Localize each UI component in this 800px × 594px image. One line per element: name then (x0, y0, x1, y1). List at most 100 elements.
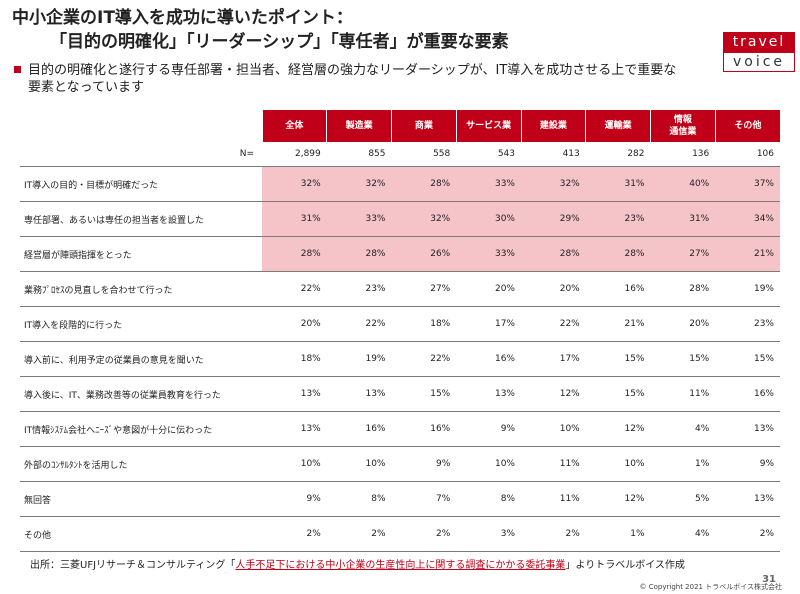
cell-value: 13% (715, 481, 780, 517)
sample-size-value: 2,899 (262, 142, 327, 167)
cell-value: 27% (650, 236, 716, 272)
sample-size-label: N= (20, 142, 262, 167)
cell-value: 2% (326, 516, 392, 552)
column-header: 建設業 (520, 110, 586, 142)
cell-value: 27% (391, 271, 457, 307)
cell-value: 11% (521, 481, 586, 517)
cell-value: 7% (391, 481, 457, 517)
column-header: サービス業 (455, 110, 521, 142)
cell-value: 10% (326, 446, 392, 482)
row-label: 外部のｺﾝｻﾙﾀﾝﾄを活用した (20, 446, 262, 482)
sample-size-value: 543 (456, 142, 521, 167)
source-suffix: 」よりトラベルボイス作成 (565, 560, 685, 571)
row-label: 業務ﾌﾟﾛｾｽの見直しを合わせて行った (20, 271, 262, 307)
cell-value: 33% (326, 201, 392, 237)
cell-value: 10% (262, 446, 327, 482)
summary-bullet: 目的の明確化と遂行する専任部署・担当者、経営層の強力なリーダーシップが、IT導入… (14, 62, 688, 96)
cell-value: 31% (262, 201, 327, 237)
row-label: その他 (20, 516, 262, 552)
row-label: 無回答 (20, 481, 262, 517)
cell-value: 16% (715, 376, 780, 412)
cell-value: 22% (326, 306, 392, 342)
cell-value: 9% (391, 446, 457, 482)
row-label: 経営層が陣頭指揮をとった (20, 236, 262, 272)
logo-bottom-text: voice (723, 52, 795, 72)
cell-value: 23% (715, 306, 780, 342)
row-label: 専任部署、あるいは専任の担当者を設置した (20, 201, 262, 237)
sample-size-value: 855 (326, 142, 392, 167)
cell-value: 37% (715, 166, 780, 202)
table-row: IT導入の目的・目標が明確だった 32% 32% 28% 33% 32% 31% 40% 37% (20, 166, 780, 202)
bullet-square-icon (14, 66, 21, 73)
cell-value: 28% (391, 166, 457, 202)
table-row: IT導入を段階的に行った 20% 22% 18% 17% 22% 21% 20% 23% (20, 306, 780, 342)
column-header: 全体 (261, 110, 327, 142)
cell-value: 33% (456, 236, 521, 272)
table-row: 導入前に、利用予定の従業員の意見を聞いた 18% 19% 22% 16% 17% 15% 15… (20, 341, 780, 377)
cell-value: 20% (456, 271, 521, 307)
cell-value: 18% (391, 306, 457, 342)
cell-value: 10% (456, 446, 521, 482)
survey-table: 全体 製造業 商業 サービス業 建設業 運輸業 情報 通信業 その他 N= 2,8… (20, 110, 780, 552)
source-link[interactable]: 人手不足下における中小企業の生産性向上に関する調査にかかる委託事業 (235, 560, 566, 571)
title-line-2: 「目的の明確化」「リーダーシップ」「専任者」が重要な要素 (50, 32, 509, 52)
sample-size-value: 106 (715, 142, 780, 167)
column-header-line: 通信業 (669, 127, 697, 137)
cell-value: 18% (262, 341, 327, 377)
cell-value: 15% (585, 341, 651, 377)
logo-top-text: travel (723, 32, 795, 52)
cell-value: 23% (326, 271, 392, 307)
cell-value: 34% (715, 201, 780, 237)
copyright: © Copyright 2021 トラベルボイス株式会社 (639, 583, 782, 591)
source-note: 出所：三菱UFJリサーチ＆コンサルティング「人手不足下における中小企業の生産性向… (30, 556, 790, 571)
cell-value: 15% (715, 341, 780, 377)
cell-value: 9% (262, 481, 327, 517)
sample-size-value: 413 (521, 142, 586, 167)
column-header: その他 (714, 110, 780, 142)
cell-value: 11% (650, 376, 716, 412)
cell-value: 30% (456, 201, 521, 237)
cell-value: 19% (326, 341, 392, 377)
cell-value: 28% (262, 236, 327, 272)
cell-value: 13% (715, 411, 780, 447)
table-row: 外部のｺﾝｻﾙﾀﾝﾄを活用した 10% 10% 9% 10% 11% 10% 1% 9% (20, 446, 780, 482)
cell-value: 22% (391, 341, 457, 377)
cell-value: 23% (585, 201, 651, 237)
cell-value: 1% (585, 516, 651, 552)
cell-value: 40% (650, 166, 716, 202)
cell-value: 2% (391, 516, 457, 552)
header-blank (20, 110, 262, 142)
title-line-1: 中小企業のIT導入を成功に導いたポイント： (12, 8, 353, 28)
cell-value: 4% (650, 516, 716, 552)
cell-value: 2% (715, 516, 780, 552)
cell-value: 12% (585, 481, 651, 517)
cell-value: 32% (326, 166, 392, 202)
travel-voice-logo: travel voice (723, 32, 795, 74)
row-label: 導入前に、利用予定の従業員の意見を聞いた (20, 341, 262, 377)
sample-size-row: N= 2,899 855 558 543 413 282 136 106 (20, 142, 780, 167)
cell-value: 28% (521, 236, 586, 272)
table-row: 専任部署、あるいは専任の担当者を設置した 31% 33% 32% 30% 29% 23% 31… (20, 201, 780, 237)
sample-size-value: 558 (391, 142, 457, 167)
row-label: 導入後に、IT、業務改善等の従業員教育を行った (20, 376, 262, 412)
cell-value: 4% (650, 411, 716, 447)
cell-value: 5% (650, 481, 716, 517)
cell-value: 31% (650, 201, 716, 237)
cell-value: 17% (521, 341, 586, 377)
cell-value: 19% (715, 271, 780, 307)
cell-value: 20% (650, 306, 716, 342)
cell-value: 13% (262, 376, 327, 412)
cell-value: 15% (585, 376, 651, 412)
cell-value: 16% (326, 411, 392, 447)
cell-value: 29% (521, 201, 586, 237)
cell-value: 22% (521, 306, 586, 342)
cell-value: 15% (391, 376, 457, 412)
slide-title: 中小企業のIT導入を成功に導いたポイント： 「目的の明確化」「リーダーシップ」「… (12, 6, 712, 54)
cell-value: 10% (585, 446, 651, 482)
cell-value: 28% (326, 236, 392, 272)
table-row: 無回答 9% 8% 7% 8% 11% 12% 5% 13% (20, 481, 780, 517)
cell-value: 12% (585, 411, 651, 447)
cell-value: 16% (391, 411, 457, 447)
cell-value: 20% (262, 306, 327, 342)
cell-value: 8% (326, 481, 392, 517)
